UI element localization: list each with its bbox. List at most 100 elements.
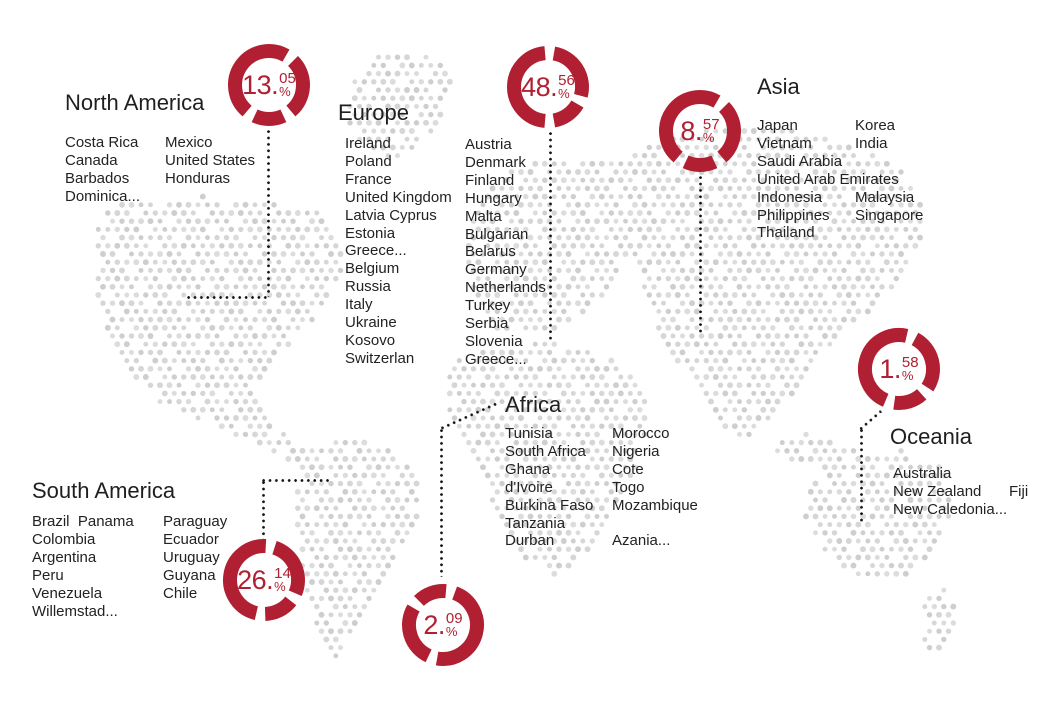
donut-ring-asia — [659, 90, 741, 172]
region-asia: Asia Japan Vietnam Saudi Arabia United Arab… — [757, 74, 923, 241]
country-label: Italy — [345, 296, 373, 314]
region-africa: Africa Tunisia South Africa Ghana d'Ivoire B… — [505, 392, 698, 549]
percent-fraction: 58 — [901, 354, 919, 371]
africa-connector-vertical — [440, 429, 443, 577]
country-label: Barbados — [65, 169, 130, 187]
country-label: Ireland — [345, 135, 391, 152]
country-label: Ecuador — [163, 530, 219, 548]
country-label: Poland — [345, 152, 392, 170]
percent-sign: % — [901, 368, 914, 383]
donut-north-america: 13. 05% — [224, 40, 314, 130]
country-label: Serbia — [465, 315, 509, 333]
donut-value-north-america: 13. 05% — [224, 40, 314, 130]
country-label: Thailand — [757, 224, 815, 242]
country-label: Korea — [855, 117, 896, 134]
donut-ring-oceania — [858, 328, 940, 410]
donut-africa: 2. 09% — [398, 580, 488, 670]
country-label: New Caledonia... — [893, 500, 1008, 518]
country-label: Hungary — [465, 189, 522, 207]
percent-fraction: 09 — [445, 610, 463, 627]
country-label: Germany — [465, 261, 527, 279]
country-label: Mozambique — [612, 496, 698, 514]
country-label: Azania... — [612, 532, 671, 550]
country-label: Uruguay — [163, 548, 220, 566]
country-label: Switzerlan — [345, 349, 415, 367]
donut-value-europe: 48. 56% — [503, 42, 593, 132]
donut-value-south-america: 26. 14% — [219, 535, 309, 625]
percent-fraction: 14 — [274, 565, 291, 582]
country-label: Malta — [465, 207, 502, 225]
country-list-europe-2: Austria Denmark Finland Hungary Malta Bulgari… — [465, 136, 546, 369]
country-label: Togo — [612, 478, 645, 496]
south-america-connector-vertical — [262, 481, 265, 539]
country-list-south-america-2: Paraguay Ecuador Uruguay Guyana Chile — [163, 513, 227, 603]
percent-integer: 13. — [242, 69, 279, 100]
country-list-oceania-2: Fiji — [1009, 465, 1028, 519]
donut-value-africa: 2. 09% — [398, 580, 488, 670]
percent-sign: % — [702, 130, 715, 145]
country-label: Costa Rica — [65, 134, 139, 151]
country-list-north-america-1: Costa Rica Canada Barbados Dominica... — [65, 134, 140, 206]
percent-integer: 8. — [680, 115, 702, 146]
country-label: United States — [165, 151, 256, 169]
region-oceania: Oceania Australia New Zealand New Caledoni… — [890, 424, 1028, 518]
country-label: United Kingdom — [345, 188, 452, 206]
region-title-oceania: Oceania — [890, 424, 972, 449]
country-label: Latvia Cyprus — [345, 206, 437, 224]
donut-value-oceania: 1. 58% — [854, 324, 944, 414]
country-label: Willemstad... — [32, 602, 118, 620]
country-label: Belarus — [465, 243, 516, 261]
country-label: Argentina — [32, 548, 97, 566]
country-label: Bulgarian — [465, 225, 529, 243]
country-label: Greece... — [465, 350, 527, 368]
donut-oceania: 1. 58% — [854, 324, 944, 414]
country-list-north-america-2: Mexico United States Honduras — [165, 134, 255, 188]
country-label: Austria — [465, 136, 512, 153]
country-list-africa-2: Morocco Nigeria Cote Togo Mozambique Azania.… — [612, 425, 698, 550]
region-title-north-america: North America — [65, 90, 205, 115]
percent-integer: 1. — [879, 353, 901, 384]
country-list-africa-1: Tunisia South Africa Ghana d'Ivoire Burkina … — [505, 425, 593, 550]
region-europe: Europe Ireland Poland France United Kingdom… — [338, 100, 546, 368]
country-label: Vietnam — [757, 134, 812, 152]
percent-fraction: 05 — [279, 70, 296, 87]
country-label: France — [345, 170, 392, 188]
country-label: Singapore — [855, 206, 924, 224]
country-label: Japan — [757, 117, 798, 134]
percent-sign: % — [558, 86, 570, 101]
country-label: Russia — [345, 278, 391, 296]
country-label: Fiji — [1009, 482, 1029, 500]
country-label: Morocco — [612, 425, 670, 442]
country-label: South Africa — [505, 442, 586, 460]
country-label: Durban — [505, 532, 555, 550]
percent-sign: % — [445, 624, 458, 639]
region-title-africa: Africa — [505, 392, 562, 417]
country-label: Dominica... — [65, 187, 141, 205]
region-title-asia: Asia — [757, 74, 800, 99]
country-label: Nigeria — [612, 442, 660, 460]
donut-asia: 8. 57% — [655, 86, 745, 176]
donut-europe: 48. 56% — [503, 42, 593, 132]
country-label: Finland — [465, 171, 515, 189]
country-label: Tunisia — [505, 425, 553, 442]
country-label — [1009, 501, 1028, 519]
region-title-south-america: South America — [32, 478, 176, 503]
country-list-oceania-1: Australia New Zealand New Caledonia... — [893, 465, 1007, 519]
country-label: Canada — [65, 151, 118, 169]
country-label: Guyana — [163, 566, 216, 584]
country-label: Cote — [612, 460, 644, 478]
country-label: Turkey — [465, 297, 511, 315]
donut-ring-south-america — [223, 539, 305, 621]
country-label: Greece... — [345, 242, 407, 260]
donut-ring-africa — [402, 584, 484, 666]
percent-sign: % — [279, 84, 291, 99]
percent-fraction: 57 — [702, 116, 720, 133]
country-label: d'Ivoire — [505, 478, 553, 496]
percent-sign: % — [274, 579, 286, 594]
country-label: Brazil Panama — [32, 513, 134, 530]
percent-integer: 26. — [237, 564, 274, 595]
country-label: Chile — [163, 584, 198, 602]
country-label — [612, 515, 698, 533]
region-title-europe: Europe — [338, 100, 409, 125]
